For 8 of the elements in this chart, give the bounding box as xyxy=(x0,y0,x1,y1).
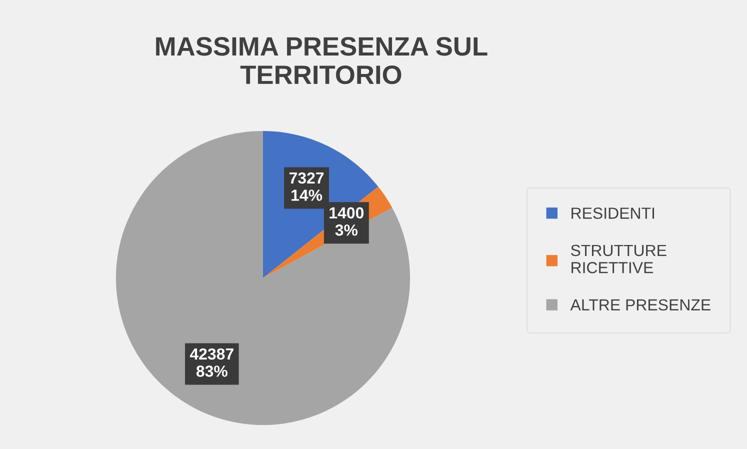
legend-label: RESIDENTI xyxy=(572,208,654,219)
legend-label: ALTRE PRESENZE xyxy=(570,299,710,311)
data-label: 42387 83% xyxy=(190,348,234,377)
pie-slice xyxy=(116,130,410,426)
legend-label: STRUTTURE RICETTIVE xyxy=(571,244,666,274)
data-label: 7327 14% xyxy=(289,172,324,201)
data-label: 1400 3% xyxy=(330,207,364,236)
chart-title: MASSIMA PRESENZA SUL TERRITORIO xyxy=(156,37,488,84)
